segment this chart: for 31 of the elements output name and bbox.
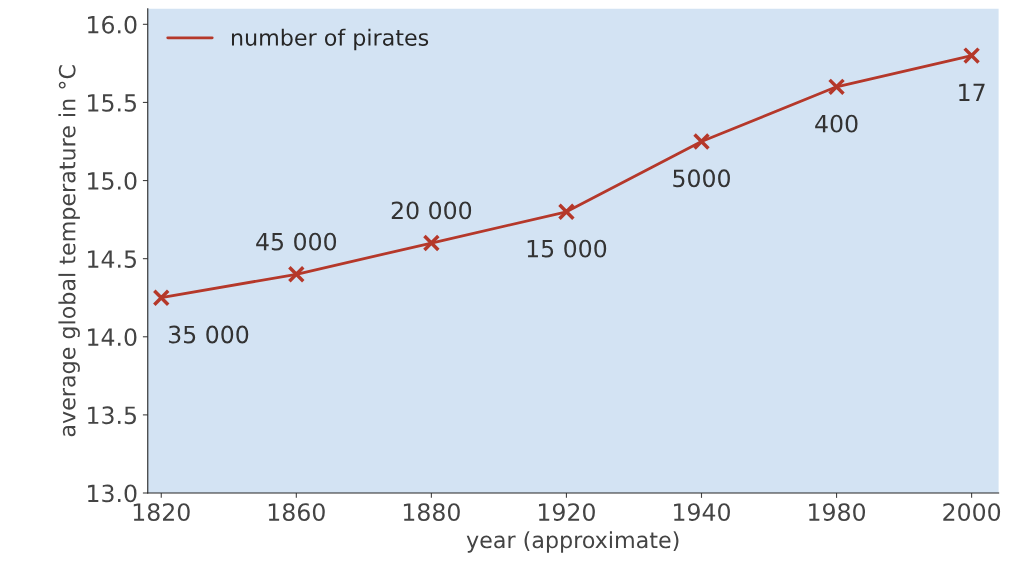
- annotation: 45 000: [256, 232, 337, 251]
- x-tick-label: 1920: [538, 503, 595, 521]
- annotation: 20 000: [391, 201, 472, 220]
- point: [422, 234, 441, 252]
- y-axis-title: average global temperature in °C: [58, 65, 80, 437]
- y-tick-label: 13.5: [88, 406, 136, 425]
- y-tick-label: 15.0: [88, 171, 137, 190]
- y-tick-label: 13.0: [88, 484, 137, 503]
- x-axis-title: year (approximate): [466, 531, 679, 553]
- x-tick-label: 2000: [943, 503, 1001, 521]
- annotation: 5000: [673, 169, 730, 188]
- x-tick-label: 1940: [674, 503, 730, 521]
- point: [152, 289, 170, 307]
- x-tick-label: 1980: [809, 503, 866, 521]
- point: [557, 203, 576, 221]
- annotation: 17: [959, 83, 985, 101]
- y-tick-label: 14.0: [88, 328, 137, 347]
- annotation: 35 000: [168, 325, 249, 344]
- point: [287, 265, 305, 283]
- y-tick-label: 14.5: [88, 250, 136, 268]
- y-tick-label: 15.5: [88, 94, 136, 112]
- x-tick-label: 1860: [268, 503, 325, 521]
- annotation: 400: [815, 114, 858, 133]
- point: [962, 46, 981, 65]
- annotation: 15 000: [527, 239, 607, 258]
- point: [692, 132, 711, 151]
- x-tick-label: 1820: [133, 503, 190, 521]
- legend-label: number of pirates: [231, 28, 429, 51]
- x-tick-label: 1880: [403, 503, 460, 521]
- point: [827, 78, 846, 96]
- y-tick-label: 16.0: [88, 15, 137, 34]
